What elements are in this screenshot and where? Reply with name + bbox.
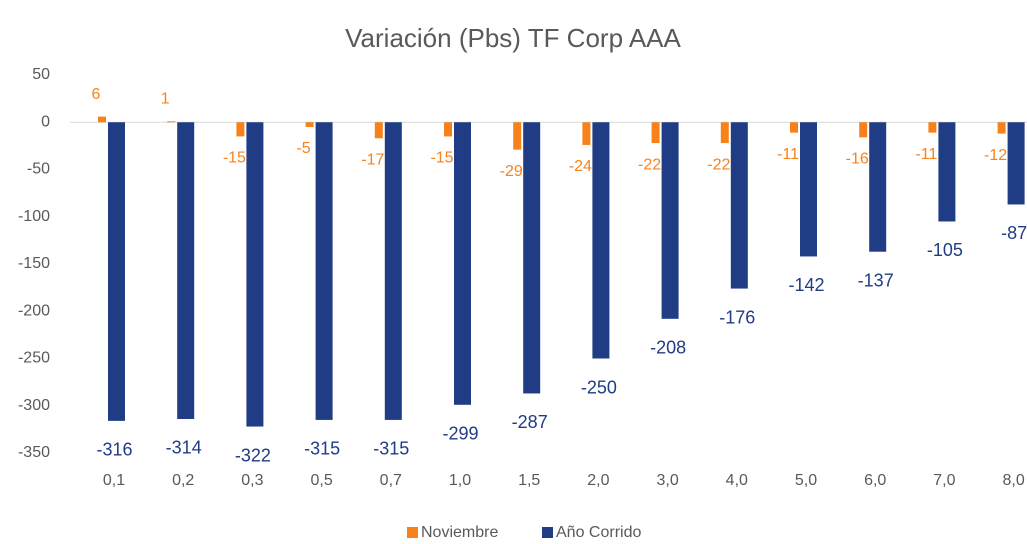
bar [859, 122, 868, 138]
bar [800, 122, 817, 257]
data-label: -316 [96, 440, 132, 460]
bar [523, 122, 541, 394]
y-tick-label: 0 [41, 113, 50, 130]
bar [177, 122, 195, 419]
y-tick-label: -300 [18, 397, 50, 414]
bar [246, 122, 264, 427]
bar [730, 122, 748, 289]
x-tick-label: 0,5 [310, 472, 332, 489]
data-label: -208 [650, 338, 686, 358]
data-label: 1 [161, 91, 170, 108]
data-label: -29 [500, 163, 523, 180]
bar [582, 122, 591, 145]
data-label: -322 [235, 445, 271, 465]
bar [236, 122, 245, 137]
x-tick-label: 0,3 [241, 472, 263, 489]
legend-swatch [542, 527, 553, 538]
data-label: -287 [512, 412, 548, 432]
data-label: -142 [788, 275, 824, 295]
x-tick-label: 4,0 [726, 472, 748, 489]
bar [167, 121, 176, 123]
x-tick-label: 6,0 [864, 472, 886, 489]
data-label: -15 [430, 150, 453, 167]
y-tick-label: -150 [18, 255, 50, 272]
data-label: -105 [927, 240, 963, 260]
x-tick-label: 7,0 [933, 472, 955, 489]
x-tick-label: 2,0 [587, 472, 609, 489]
data-label: -12 [984, 147, 1007, 164]
bar [444, 122, 452, 137]
y-tick-label: -200 [18, 302, 50, 319]
bar [661, 122, 679, 319]
bar [651, 122, 660, 144]
data-label: -15 [223, 150, 246, 167]
bar [720, 122, 729, 144]
bar [315, 122, 333, 420]
data-label: -315 [373, 439, 409, 459]
legend-swatch [407, 527, 418, 538]
data-label: -299 [442, 424, 478, 444]
x-tick-label: 8,0 [1002, 472, 1024, 489]
bar [869, 122, 887, 252]
bar [108, 122, 125, 421]
legend-label: Noviembre [421, 524, 498, 541]
data-label: -16 [846, 151, 869, 168]
bar [997, 122, 1006, 134]
y-tick-label: 50 [32, 66, 50, 83]
x-tick-label: 3,0 [656, 472, 678, 489]
x-tick-label: 1,0 [449, 472, 471, 489]
data-label: -11 [777, 146, 799, 163]
bar [513, 122, 522, 150]
bar [374, 122, 383, 139]
bar [1007, 122, 1025, 205]
data-label: -5 [296, 140, 310, 157]
bar [592, 122, 610, 359]
data-label: -176 [719, 307, 755, 327]
data-label: -314 [166, 438, 202, 458]
bar [938, 122, 956, 222]
bar [928, 122, 937, 133]
bar [305, 122, 314, 127]
x-tick-label: 1,5 [518, 472, 540, 489]
x-tick-label: 0,1 [103, 472, 125, 489]
bar [384, 122, 402, 420]
data-label: 6 [92, 86, 101, 103]
x-tick-label: 0,2 [172, 472, 194, 489]
bar [98, 116, 106, 123]
data-label: -17 [361, 152, 384, 169]
y-tick-label: -100 [18, 208, 50, 225]
chart-title: Variación (Pbs) TF Corp AAA [345, 23, 681, 53]
data-label: -11 [915, 146, 937, 163]
bar [790, 122, 798, 133]
data-label: -315 [304, 439, 340, 459]
y-tick-label: -50 [27, 161, 50, 178]
data-label: -87 [1001, 223, 1027, 243]
data-label: -22 [707, 156, 730, 173]
y-tick-label: -350 [18, 444, 50, 461]
data-label: -24 [569, 158, 592, 175]
x-tick-label: 5,0 [795, 472, 817, 489]
data-label: -22 [638, 156, 661, 173]
y-tick-label: -250 [18, 350, 50, 367]
x-tick-label: 0,7 [380, 472, 402, 489]
bar [454, 122, 471, 405]
data-label: -250 [581, 377, 617, 397]
data-label: -137 [858, 270, 894, 290]
legend-label: Año Corrido [556, 524, 641, 541]
